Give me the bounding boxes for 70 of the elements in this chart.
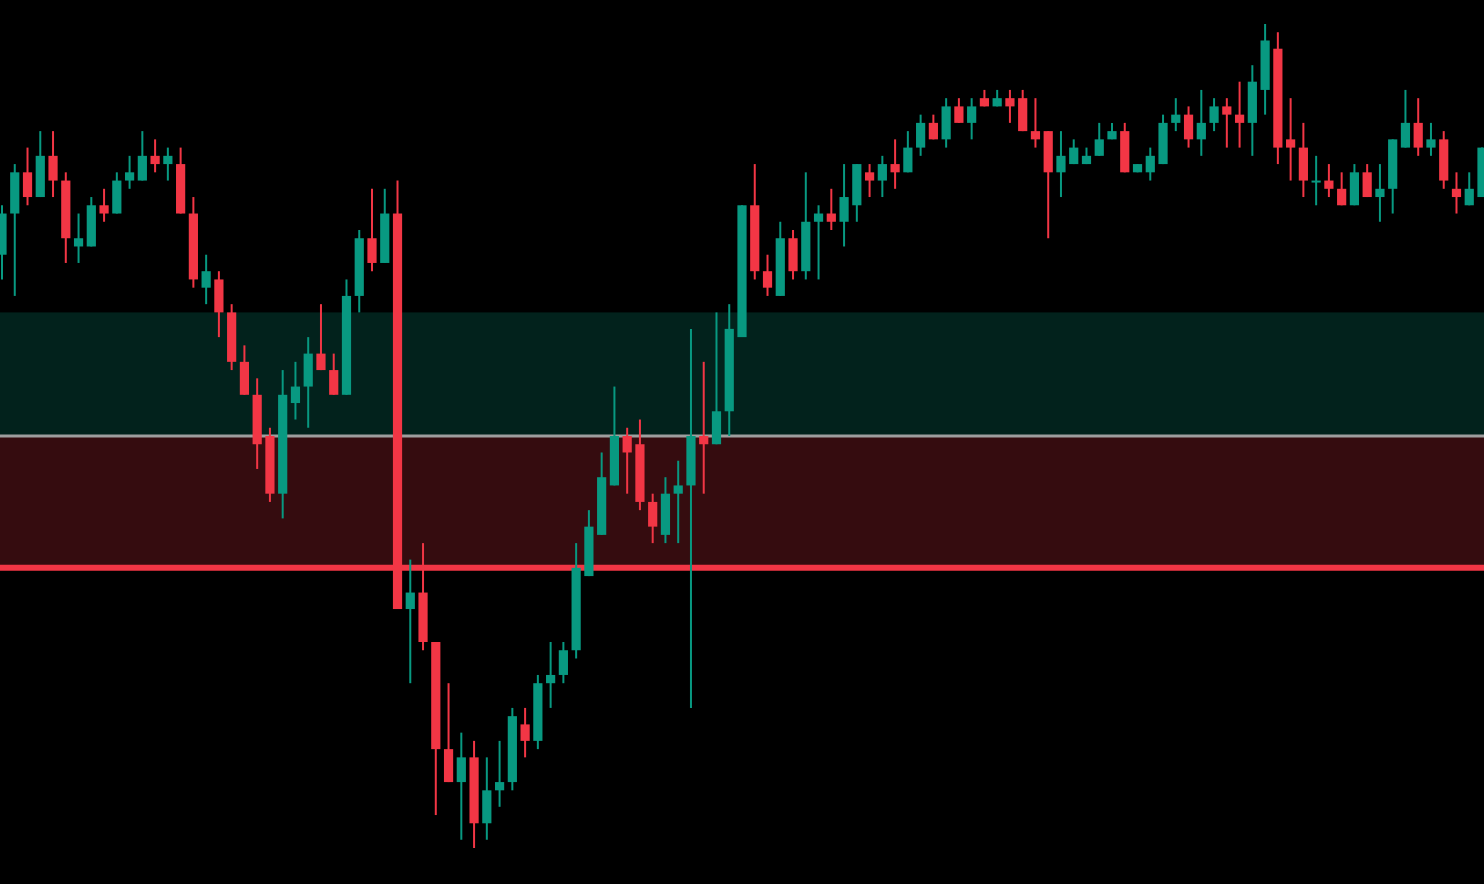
candlestick	[303, 336, 313, 429]
candlestick	[1247, 64, 1257, 157]
candlestick	[813, 204, 824, 281]
candlestick	[137, 130, 147, 182]
candlestick	[163, 146, 173, 182]
candlestick	[482, 756, 492, 841]
candlestick	[239, 344, 250, 396]
candlestick	[941, 97, 951, 149]
candlestick	[558, 641, 568, 685]
candlestick	[48, 130, 58, 199]
candlestick	[112, 171, 122, 215]
candlestick	[890, 138, 900, 190]
candlestick	[699, 360, 709, 495]
candlestick	[73, 212, 84, 264]
candlestick	[1439, 130, 1449, 190]
candlestick	[1234, 80, 1245, 149]
candlestick	[954, 97, 964, 124]
candlestick	[1426, 121, 1436, 157]
candlestick	[877, 154, 887, 199]
candlestick	[86, 196, 96, 248]
candlestick	[648, 492, 658, 545]
candlestick	[316, 303, 326, 372]
candlestick	[928, 113, 938, 141]
candlestick	[1349, 163, 1360, 207]
candlestick	[1222, 97, 1232, 149]
candlestick	[456, 731, 466, 841]
candlestick	[1043, 130, 1053, 240]
candlestick	[916, 113, 926, 157]
candlestick	[35, 130, 45, 199]
candlestick	[1324, 163, 1334, 199]
candlestick	[711, 311, 722, 446]
candlestick	[762, 253, 773, 297]
candlestick	[826, 187, 836, 231]
candlestick	[1337, 171, 1347, 207]
candlestick	[494, 739, 505, 808]
candlestick	[1311, 154, 1321, 207]
candlestick	[150, 138, 160, 174]
candlestick	[22, 146, 33, 207]
candlestick	[201, 253, 211, 306]
candlestick	[1286, 97, 1296, 182]
candlestick	[788, 229, 798, 281]
candlestick	[99, 187, 109, 223]
candlestick	[1196, 88, 1206, 157]
candlestick	[214, 270, 224, 339]
candlestick	[903, 130, 913, 174]
candlestick	[1375, 163, 1385, 223]
candlestick	[1298, 121, 1308, 199]
candlestick	[967, 97, 977, 141]
candlestick	[546, 641, 556, 709]
candlestick	[290, 360, 301, 421]
candlestick	[10, 163, 20, 297]
candlestick	[1362, 163, 1372, 199]
candlestick	[405, 558, 415, 685]
candlestick	[1400, 88, 1411, 149]
candlestick	[1451, 171, 1462, 215]
candlestick	[1209, 97, 1219, 133]
candlestick	[1094, 121, 1104, 157]
candlestick	[367, 187, 377, 273]
candlestick	[443, 682, 454, 784]
candlestick	[660, 476, 671, 545]
candlestick	[1183, 105, 1194, 149]
candlestick	[864, 163, 875, 199]
candlestick	[124, 154, 135, 190]
candlestick	[1030, 97, 1041, 149]
candlestick	[520, 706, 530, 759]
candlestick	[1120, 121, 1130, 174]
candlestick	[1171, 97, 1181, 133]
candlestick	[329, 352, 339, 396]
candlestick	[673, 459, 683, 545]
candlestick	[1413, 97, 1423, 157]
